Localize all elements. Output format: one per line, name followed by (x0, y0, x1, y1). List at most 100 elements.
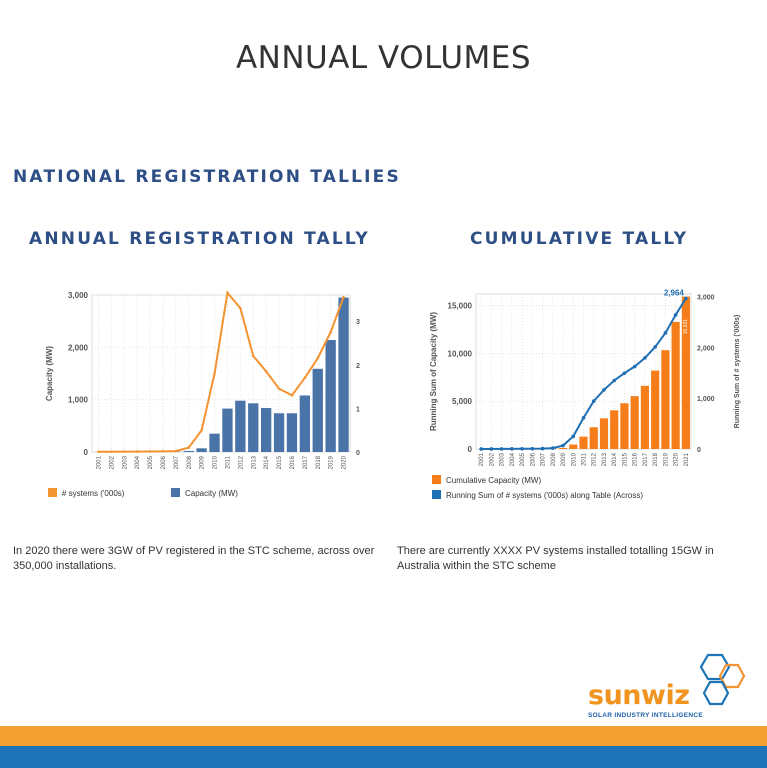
x-tick-label: 2001 (479, 452, 485, 466)
x-tick-label: 2012 (238, 455, 244, 469)
bar (579, 436, 588, 449)
line-point (161, 450, 165, 453)
legend-swatch (432, 490, 441, 499)
bar (651, 370, 660, 449)
line-point (530, 446, 535, 451)
x-tick-label: 2013 (602, 452, 608, 466)
section-title: NATIONAL REGISTRATION TALLIES (13, 167, 401, 187)
line-point (277, 387, 281, 391)
legend-swatch (48, 488, 57, 497)
y2-tick-label: 0 (356, 450, 360, 457)
y2-tick-label: 0 (697, 447, 701, 454)
line-point (602, 388, 606, 392)
line-point (329, 330, 332, 334)
x-tick-label: 2019 (329, 455, 335, 469)
series-line (98, 290, 345, 453)
bar (599, 418, 609, 449)
y-tick-label: 2,000 (68, 343, 89, 352)
line-point (653, 345, 657, 349)
x-tick-label: 2006 (161, 455, 167, 469)
legend-label: Capacity (MW) (185, 489, 238, 498)
annual-chart-heading: ANNUAL REGISTRATION TALLY (29, 229, 370, 249)
line-point (303, 376, 307, 380)
bar (610, 410, 619, 449)
x-tick-label: 2010 (571, 452, 577, 466)
x-tick-label: 2005 (520, 452, 526, 466)
footer-band-orange (0, 726, 767, 746)
bar (260, 408, 272, 452)
bar (325, 340, 336, 452)
x-tick-label: 2014 (612, 452, 618, 466)
x-tick-label: 2014 (264, 455, 270, 469)
x-tick-label: 2006 (530, 452, 536, 466)
x-tick-label: 2018 (316, 455, 322, 469)
x-tick-label: 2001 (96, 455, 102, 469)
y-tick-label: 0 (468, 445, 473, 454)
line-point (264, 370, 268, 373)
x-tick-label: 2009 (200, 455, 206, 469)
sunwiz-logo-wordmark: sunwiz (588, 680, 690, 711)
bar (671, 321, 680, 449)
y-tick-label: 1,000 (68, 396, 89, 405)
y2-tick-label: 200 (356, 363, 360, 370)
bar (661, 350, 670, 449)
annual-registration-chart: 0 1,000 2,000 3,000 0 100 200 300 2001 2002 2003 20… (45, 290, 360, 498)
line-point (510, 447, 514, 451)
bar (589, 427, 598, 449)
legend-swatch (432, 475, 441, 484)
line-point (479, 447, 483, 451)
x-tick-label: 2017 (643, 452, 649, 466)
y-tick-label: 15,000 (448, 301, 473, 310)
line-point (612, 378, 617, 383)
bar (620, 403, 629, 449)
line-point (213, 372, 216, 375)
cumulative-chart-caption: There are currently XXXX PV systems inst… (397, 545, 714, 572)
bar (273, 413, 285, 452)
x-tick-label: 2009 (561, 452, 567, 466)
line-point (684, 296, 688, 301)
x-tick-label: 2011 (582, 452, 588, 466)
legend-label: Running Sum of # systems ('000s) along T… (446, 491, 643, 500)
line-point (622, 371, 627, 375)
line-point (239, 306, 242, 310)
x-tick-label: 2010 (213, 455, 219, 469)
line-point (110, 450, 113, 454)
x-tick-label: 2007 (541, 452, 547, 466)
line-point (561, 443, 565, 448)
sunwiz-logo-mark (699, 653, 746, 706)
bar (558, 447, 568, 449)
y2-axis-title: Running Sum of # systems ('000s) (734, 315, 741, 429)
x-tick-label: 2015 (622, 452, 628, 466)
bar (183, 450, 194, 452)
line-point (135, 450, 139, 453)
x-tick-label: 2019 (663, 452, 669, 466)
x-tick-label: 2005 (148, 455, 154, 469)
line-point (148, 450, 152, 453)
annotation-systems-total: 2,964 (664, 288, 685, 297)
legend-label: Cumulative Capacity (MW) (446, 476, 541, 485)
page-title: ANNUAL VOLUMES (235, 40, 532, 76)
footer-band-blue (0, 746, 767, 768)
plot-area (91, 294, 351, 453)
x-tick-label: 2012 (592, 452, 598, 466)
y2-tick-label: 1,000 (697, 396, 715, 403)
line-point (663, 331, 668, 335)
line-point (342, 295, 345, 299)
line-point (571, 434, 576, 439)
line-point (632, 364, 637, 369)
annotation-capacity-total: 15,931 (683, 319, 689, 335)
bar (286, 413, 298, 452)
sunwiz-logo-tagline: SOLAR INDUSTRY INTELLIGENCE (588, 712, 703, 719)
bar (196, 448, 207, 452)
bar (569, 444, 578, 449)
annual-chart-caption: In 2020 there were 3GW of PV registered … (13, 545, 375, 572)
x-tick-label: 2011 (225, 455, 231, 469)
y-tick-label: 5,000 (452, 397, 473, 406)
bar (299, 395, 311, 452)
y-axis-title: Capacity (MW) (45, 346, 54, 401)
line-point (489, 447, 494, 451)
line-point (499, 447, 504, 451)
bar (681, 296, 690, 449)
x-tick-label: 2016 (290, 455, 296, 469)
x-tick-label: 2003 (500, 452, 506, 466)
